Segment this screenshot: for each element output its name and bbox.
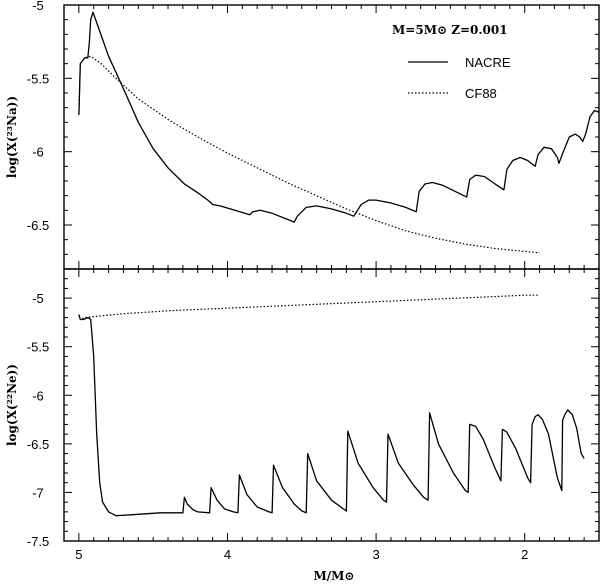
x-tick-label: 4 <box>224 547 231 562</box>
bottom-series-group <box>78 294 585 517</box>
series-nacre-line <box>78 11 599 223</box>
legend-label-nacre: NACRE <box>465 55 511 70</box>
top-y-ticks: -5 -5.5 -6 -6.5 <box>27 0 599 270</box>
y-tick-label: -7.5 <box>27 534 49 549</box>
model-parameters-label: M=5M⊙ Z=0.001 <box>392 23 508 37</box>
top-panel-frame <box>63 4 600 270</box>
x-axis-label: M/M⊙ <box>313 569 354 583</box>
series-cf88-line <box>78 55 540 254</box>
x-tick-label: 2 <box>521 547 528 562</box>
y-tick-label: -6.5 <box>27 437 49 452</box>
y-tick-label: -7 <box>32 485 44 500</box>
y-tick-label: -6 <box>32 388 44 403</box>
series-cf88-line <box>78 294 540 321</box>
top-series-group <box>78 11 599 254</box>
y-tick-label: -6.5 <box>27 218 49 233</box>
x-tick-label: 3 <box>372 547 379 562</box>
bottom-y-ticks: -5 -5.5 -6 -6.5 -7 -7.5 <box>27 268 599 549</box>
series-nacre-line <box>78 314 585 517</box>
bottom-x-ticks: 5 4 3 2 <box>75 269 600 562</box>
bottom-y-axis-label: log(X(²²Ne)) <box>5 364 19 446</box>
y-tick-label: -5 <box>32 0 44 13</box>
y-tick-label: -5.5 <box>27 71 49 86</box>
top-x-ticks <box>78 5 600 269</box>
x-tick-label: 5 <box>75 547 82 562</box>
y-tick-label: -5 <box>32 291 44 306</box>
y-tick-label: -6 <box>32 145 44 160</box>
top-y-axis-label: log(X(²³Na)) <box>5 96 19 178</box>
y-tick-label: -5.5 <box>27 340 49 355</box>
bottom-panel: 5 4 3 2 -5 -5.5 -6 -6.5 -7 -7.5 log(X(²²Ne)) M/M… <box>5 268 600 583</box>
legend: M=5M⊙ Z=0.001 NACRE CF88 <box>392 23 511 101</box>
top-panel: -5 -5.5 -6 -6.5 log(X(²³Na)) M=5M⊙ Z=0.001 … <box>5 0 600 270</box>
legend-label-cf88: CF88 <box>465 86 497 101</box>
